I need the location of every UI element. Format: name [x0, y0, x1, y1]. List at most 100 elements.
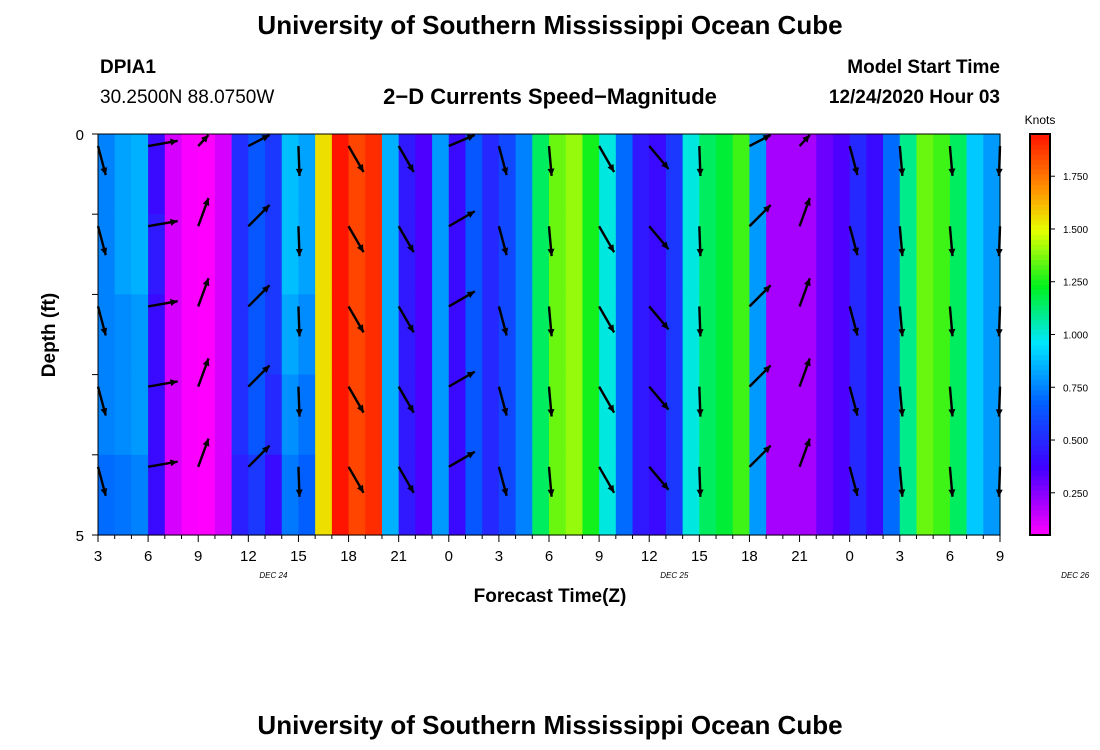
vector-arrowhead [661, 482, 669, 490]
heatmap-cell [899, 374, 918, 456]
heatmap-cell [231, 214, 249, 295]
colorbar-segment [1030, 239, 1050, 245]
heatmap-cell [549, 374, 567, 456]
heatmap-cell [549, 294, 567, 376]
vector-arrowhead [169, 459, 178, 467]
colorbar-segment [1030, 529, 1050, 536]
heatmap-cell [832, 134, 851, 215]
vector-arrowhead [852, 167, 859, 176]
vector-arrowhead [466, 134, 475, 142]
colorbar-segment [1030, 454, 1050, 461]
heatmap-cell [649, 134, 667, 215]
heatmap-cell [883, 294, 901, 376]
heatmap-cell [766, 134, 784, 215]
vector-arrowhead [295, 168, 303, 177]
heatmap-cell [181, 294, 199, 376]
heatmap-cell [799, 214, 817, 295]
colorbar-segment [1030, 334, 1050, 341]
vector-arrowhead [201, 135, 209, 143]
colorbar-segment [1030, 199, 1050, 205]
heatmap-cell [582, 454, 600, 536]
colorbar-segment [1030, 409, 1050, 416]
heatmap-cell [432, 214, 450, 295]
colorbar-segment [1030, 389, 1050, 396]
vector-arrowhead [696, 248, 704, 257]
vector-arrowhead [661, 161, 669, 170]
heatmap-cell [148, 294, 166, 376]
heatmap-cell [799, 134, 817, 215]
vector-arrowhead [547, 328, 555, 337]
footer-title: University of Southern Mississippi Ocean… [257, 710, 843, 740]
heatmap-cell [231, 294, 249, 376]
heatmap-cell [632, 134, 650, 215]
heatmap-cell [799, 294, 817, 376]
colorbar-segment [1030, 439, 1050, 446]
colorbar-segment [1030, 264, 1050, 270]
vector-arrowhead [696, 329, 704, 337]
heatmap-cell [248, 134, 266, 215]
vector-arrowhead [852, 327, 859, 336]
heatmap-cell [899, 454, 918, 536]
heatmap-cell [816, 134, 834, 215]
colorbar-segment [1030, 294, 1050, 301]
x-tick-label: 18 [340, 548, 357, 565]
heatmap-cell [933, 454, 951, 536]
heatmap-cell [365, 214, 383, 295]
station-coords: 30.2500N 88.0750W [100, 87, 275, 108]
heatmap-cell [899, 294, 918, 376]
heatmap-cell [448, 294, 467, 376]
heatmap-cell [148, 214, 166, 295]
heatmap-cell [949, 294, 968, 376]
heatmap-cell [415, 374, 433, 456]
heatmap-cell [465, 454, 483, 536]
heatmap-cell [699, 214, 717, 295]
vector-arrowhead [466, 451, 475, 459]
heatmap-cell [699, 454, 717, 536]
heatmap-cell [515, 454, 533, 536]
heatmap-cell [131, 214, 149, 295]
heatmap-cell [532, 454, 550, 536]
heatmap-cell [799, 454, 817, 536]
heatmap-cell [214, 374, 233, 456]
heatmap-cell [749, 454, 767, 536]
vector-arrowhead [995, 248, 1003, 257]
vector-arrowhead [407, 164, 414, 173]
colorbar-segment [1030, 134, 1050, 140]
colorbar-segment [1030, 354, 1050, 361]
vector-arrowhead [661, 401, 669, 410]
heatmap-cell [515, 134, 533, 215]
heatmap-cell [883, 214, 901, 295]
x-tick-label: 6 [946, 548, 954, 565]
heatmap-cell [766, 454, 784, 536]
vector-arrowhead [696, 168, 704, 177]
colorbar-segment [1030, 339, 1050, 346]
vector-arrowhead [607, 484, 615, 493]
heatmap-cell [599, 294, 617, 376]
vector-arrowhead [763, 365, 771, 373]
colorbar-segment [1030, 399, 1050, 406]
heatmap-cell [933, 374, 951, 456]
heatmap-cell [248, 214, 266, 295]
x-tick-label: 3 [94, 548, 102, 565]
heatmap-cell [265, 134, 283, 215]
heatmap-cell [699, 134, 717, 215]
heatmap-cell [949, 374, 968, 456]
heatmap-cell [432, 134, 450, 215]
heatmap-cell [214, 214, 233, 295]
heatmap-cell [749, 374, 767, 456]
vector-arrowhead [501, 487, 509, 496]
vector-arrowhead [202, 438, 210, 447]
heatmap-cell [198, 134, 216, 215]
heatmap-cell [181, 214, 199, 295]
x-tick-label: 12 [641, 548, 658, 565]
colorbar-segment [1030, 464, 1050, 471]
heatmap-cell [649, 214, 667, 295]
colorbar-segment [1030, 169, 1050, 175]
vector-arrowhead [995, 168, 1003, 177]
colorbar-segment [1030, 444, 1050, 451]
colorbar-segment [1030, 479, 1050, 486]
colorbar-segment [1030, 279, 1050, 285]
date-label: DEC 25 [660, 571, 689, 580]
colorbar-segment [1030, 414, 1050, 421]
heatmap-cell [665, 214, 684, 295]
